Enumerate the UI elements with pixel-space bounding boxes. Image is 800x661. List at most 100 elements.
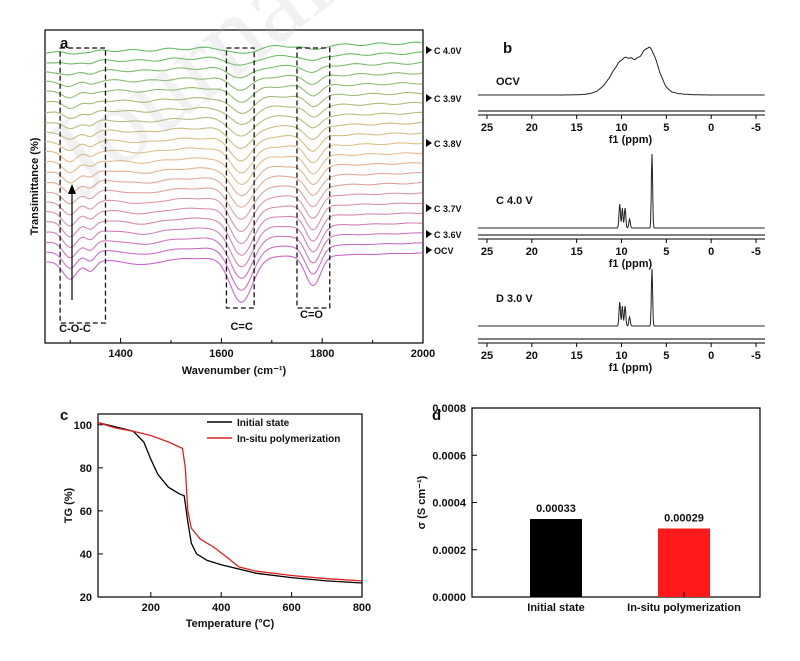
series-marker-icon bbox=[426, 246, 432, 254]
ftir-curve bbox=[45, 172, 423, 208]
ftir-curve bbox=[44, 61, 423, 79]
x-axis-label-b: f1 (ppm) bbox=[609, 362, 653, 374]
y-axis-label-c: TG (%) bbox=[63, 487, 75, 523]
ftir-curve bbox=[45, 202, 423, 245]
x-tick-label-b: 20 bbox=[526, 350, 538, 362]
panel-b: b 25 20 15 10 5 0 -5 f1 (ppm) OCV 25 20 15 10 5 0 -5 f1 (… bbox=[478, 40, 765, 374]
x-tick-label-b: 5 bbox=[663, 246, 669, 258]
series-label: C 3.6V bbox=[434, 230, 462, 240]
x-axis-label-b: f1 (ppm) bbox=[609, 134, 653, 146]
legend-label: In-situ polymerization bbox=[237, 434, 340, 445]
x-tick-label-b: 10 bbox=[615, 350, 627, 362]
ftir-curve bbox=[44, 142, 423, 174]
ftir-curve bbox=[44, 132, 423, 162]
spectrum-label: C 4.0 V bbox=[496, 195, 533, 207]
series-label: C 3.7V bbox=[434, 204, 462, 214]
x-tick-label-b: -5 bbox=[751, 122, 761, 134]
ftir-curve bbox=[44, 91, 423, 114]
panel-a: a C-O-C C=C C=O C 4.0V C 3.9V C 3.8V C 3.7V C 3.… bbox=[29, 29, 462, 377]
series-marker-icon bbox=[426, 46, 432, 54]
plot-frame-c bbox=[97, 413, 363, 598]
spectrum-label: D 3.0 V bbox=[496, 293, 533, 305]
x-tick-label-b: 20 bbox=[526, 246, 538, 258]
x-tick-label-b: 15 bbox=[571, 246, 583, 258]
y-tick-label-c: 100 bbox=[74, 420, 92, 432]
x-tick-label-b: 25 bbox=[481, 246, 493, 258]
ftir-curve bbox=[44, 192, 423, 233]
x-axis-label-c: Temperature (°C) bbox=[186, 618, 275, 630]
y-axis-label-d: σ (S cm⁻¹) bbox=[416, 475, 428, 529]
x-tick-label-d: Initial state bbox=[527, 602, 584, 614]
annotation-label: C=O bbox=[300, 309, 323, 321]
x-tick-label-b: 25 bbox=[481, 122, 493, 134]
x-axis-label-b: f1 (ppm) bbox=[609, 258, 653, 270]
ftir-curve bbox=[44, 162, 423, 197]
y-tick-label-c: 60 bbox=[80, 506, 92, 518]
x-tick-label-b: 25 bbox=[481, 350, 493, 362]
x-tick-label-b: 20 bbox=[526, 122, 538, 134]
plot-frame-a bbox=[44, 29, 424, 344]
ftir-curve bbox=[45, 232, 422, 279]
ftir-curve bbox=[44, 252, 423, 303]
bar bbox=[530, 519, 582, 597]
x-tick-label-b: 0 bbox=[708, 350, 714, 362]
spectrum-label: OCV bbox=[496, 76, 521, 88]
x-tick-label-b: 10 bbox=[615, 122, 627, 134]
bar-value-label: 0.00029 bbox=[664, 512, 704, 524]
x-tick-label-a: 2000 bbox=[411, 348, 435, 360]
panel-label-a: a bbox=[60, 35, 69, 52]
x-tick-label-d: In-situ polymerization bbox=[627, 602, 741, 614]
ftir-curve bbox=[44, 72, 423, 91]
bar-value-label: 0.00033 bbox=[536, 503, 576, 515]
y-tick-label-c: 80 bbox=[80, 463, 92, 475]
x-tick-label-c: 200 bbox=[142, 602, 160, 614]
x-tick-label-a: 1600 bbox=[209, 348, 233, 360]
x-tick-label-b: -5 bbox=[751, 350, 761, 362]
arrow-head-icon bbox=[68, 184, 76, 194]
series-label: C 4.0V bbox=[434, 46, 462, 56]
ftir-curve bbox=[44, 242, 422, 291]
ftir-curve bbox=[44, 121, 423, 149]
series-marker-icon bbox=[426, 230, 432, 238]
y-tick-label-d: 0.0004 bbox=[432, 498, 467, 510]
panel-label-b: b bbox=[503, 40, 512, 57]
x-tick-label-b: 10 bbox=[615, 246, 627, 258]
y-tick-label-c: 40 bbox=[80, 549, 92, 561]
x-tick-label-b: 0 bbox=[708, 246, 714, 258]
series-marker-icon bbox=[426, 204, 432, 212]
tg-series-line bbox=[97, 421, 363, 584]
ftir-curve bbox=[44, 41, 423, 55]
bar bbox=[658, 528, 710, 597]
y-tick-label-c: 20 bbox=[80, 592, 92, 604]
x-tick-label-c: 400 bbox=[212, 602, 230, 614]
ftir-curve bbox=[44, 101, 423, 126]
legend-label: Initial state bbox=[237, 418, 290, 429]
series-label: C 3.8V bbox=[434, 139, 462, 149]
panel-c: c 200 400 600 800 20 40 60 80 100 Temperature (°C)… bbox=[60, 407, 371, 630]
x-tick-label-c: 800 bbox=[353, 602, 371, 614]
x-tick-label-c: 600 bbox=[282, 602, 300, 614]
annotation-label: C=C bbox=[230, 321, 252, 333]
annotation-box bbox=[59, 47, 107, 324]
panel-label-c: c bbox=[60, 407, 68, 424]
nmr-spectrum bbox=[478, 268, 765, 327]
x-tick-label-a: 1400 bbox=[108, 348, 132, 360]
x-axis-label-a: Wavenumber (cm⁻¹) bbox=[182, 365, 287, 377]
x-tick-label-b: 15 bbox=[571, 122, 583, 134]
ftir-curve bbox=[44, 181, 423, 220]
y-tick-label-d: 0.0002 bbox=[432, 545, 466, 557]
x-tick-label-a: 1800 bbox=[310, 348, 334, 360]
nmr-spectrum bbox=[478, 46, 765, 96]
ftir-curve bbox=[44, 152, 422, 185]
ftir-curve bbox=[44, 212, 422, 256]
plot-frame-d bbox=[471, 407, 761, 598]
x-tick-label-b: 0 bbox=[708, 122, 714, 134]
series-label: OCV bbox=[434, 246, 454, 256]
ftir-curve bbox=[44, 111, 423, 137]
ftir-curve bbox=[44, 222, 422, 268]
series-marker-icon bbox=[426, 139, 432, 147]
x-tick-label-b: 5 bbox=[663, 122, 669, 134]
y-tick-label-d: 0.0008 bbox=[432, 403, 466, 415]
tg-series-line bbox=[97, 421, 363, 582]
series-label: C 3.9V bbox=[434, 94, 462, 104]
